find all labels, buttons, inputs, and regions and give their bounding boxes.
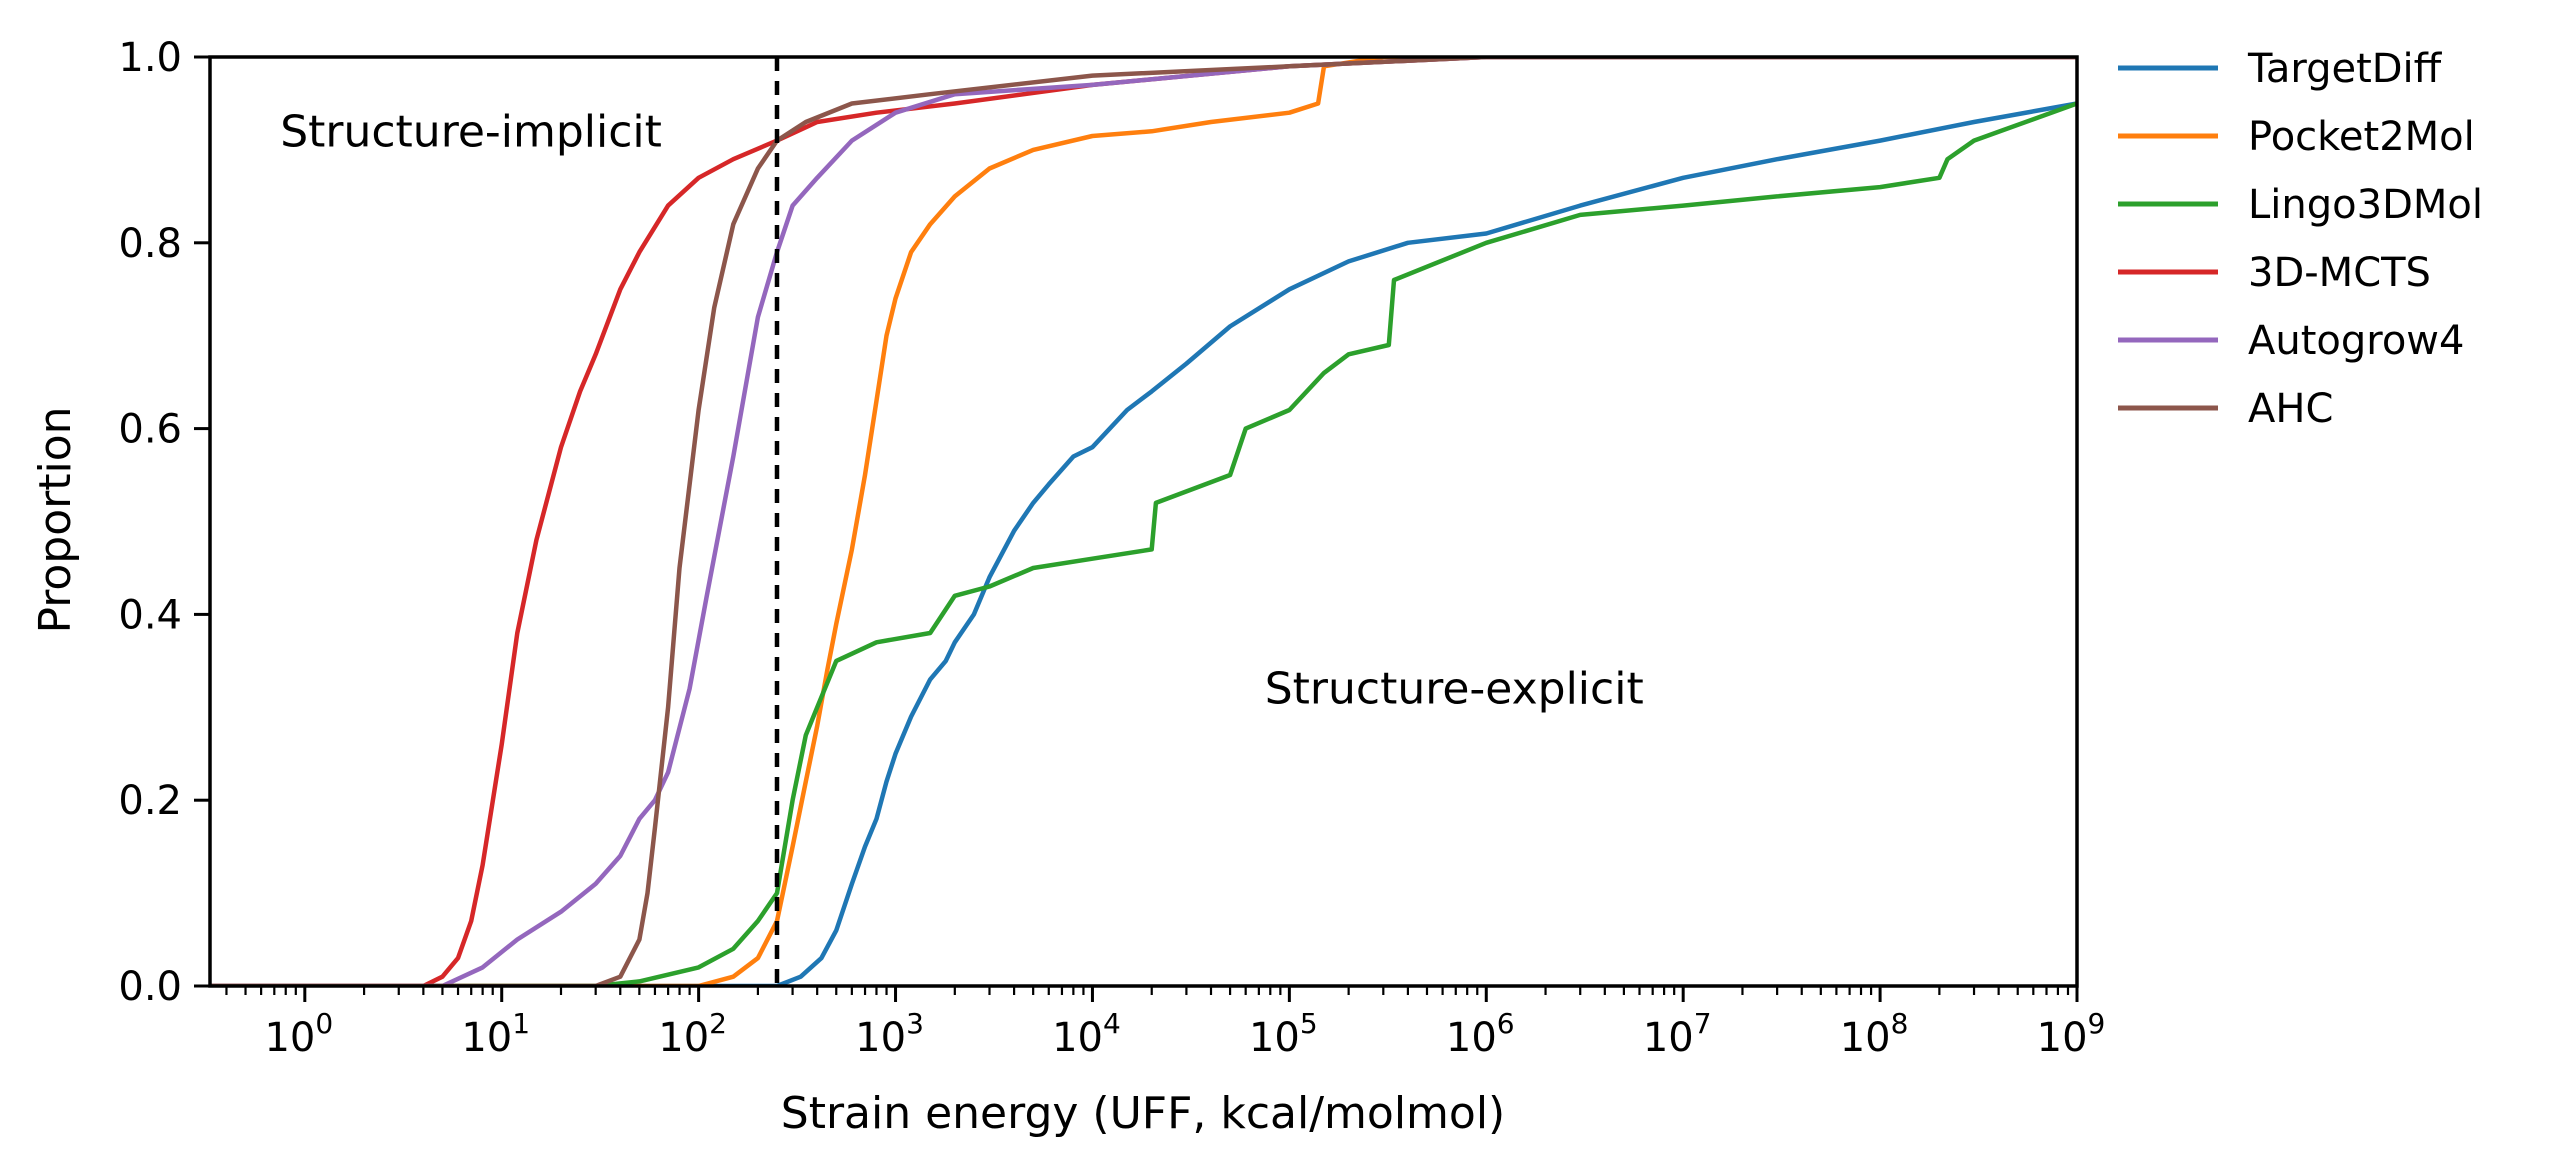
annotation-label: Structure-implicit (280, 106, 662, 157)
x-tick-label: 109 (2037, 1007, 2106, 1061)
legend: TargetDiff Pocket2Mol Lingo3DMol 3D-MCTS Aut… (2118, 46, 2483, 432)
legend-label-lingo3dmol: Lingo3DMol (2248, 182, 2483, 228)
x-tick-label: 101 (461, 1007, 530, 1061)
y-tick-label: 0.8 (118, 221, 182, 267)
y-tick-label: 0.2 (118, 778, 182, 824)
x-axis-title: Strain energy (UFF, kcal/molmol) (781, 1088, 1505, 1139)
series-line-ahc (210, 57, 2077, 986)
series-line-lingo3dmol (210, 101, 2077, 986)
y-tick-label: 1.0 (118, 35, 182, 81)
x-tick-label: 105 (1249, 1007, 1318, 1061)
y-tick-label: 0.4 (118, 592, 182, 638)
plot-frame (208, 55, 2079, 988)
x-tick-label: 102 (658, 1007, 727, 1061)
x-tick-label: 108 (1840, 1007, 1909, 1061)
y-tick-label: 0.6 (118, 407, 182, 453)
series-line-targetdiff (210, 101, 2077, 986)
x-tick-label: 104 (1052, 1007, 1121, 1061)
x-tick-label: 107 (1643, 1007, 1712, 1061)
legend-label-ahc: AHC (2248, 386, 2333, 432)
plot-area: 100 101 102 103 104 105 106 107 108 109 0.0 0.2 0.4 0… (118, 35, 2105, 1061)
legend-label-3d-mcts: 3D-MCTS (2248, 250, 2431, 296)
y-tick-label: 0.0 (118, 964, 182, 1010)
x-tick-label: 100 (264, 1007, 333, 1061)
legend-label-targetdiff: TargetDiff (2247, 46, 2443, 92)
y-axis-title: Proportion (30, 406, 81, 633)
series-line-autogrow4 (210, 57, 2077, 986)
legend-label-autogrow4: Autogrow4 (2248, 318, 2464, 364)
annotation-label: Structure-explicit (1265, 664, 1644, 715)
x-tick-label: 106 (1446, 1007, 1515, 1061)
x-tick-label: 103 (855, 1007, 924, 1061)
legend-label-pocket2mol: Pocket2Mol (2248, 114, 2475, 160)
series-lines (210, 57, 2077, 986)
series-line-3d-mcts (210, 57, 2077, 986)
series-line-pocket2mol (210, 57, 2077, 986)
